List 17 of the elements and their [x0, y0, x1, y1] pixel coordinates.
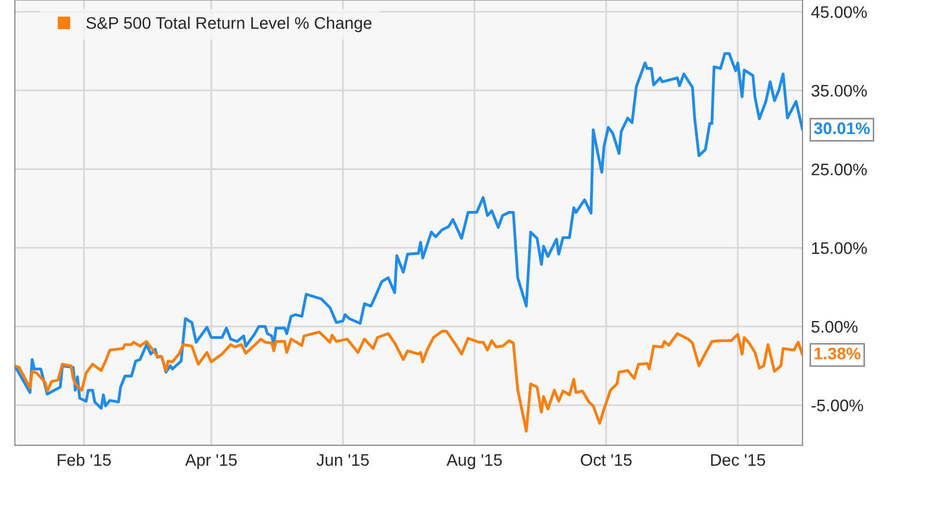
line-series	[14, 52, 803, 410]
x-tick-label: Dec '15	[711, 454, 766, 466]
y-tick-label: 35.00%	[811, 84, 867, 97]
x-tick-label: Aug '15	[446, 454, 502, 470]
x-tick-label: Jun '15	[316, 454, 369, 466]
x-tick-label: Oct '15	[580, 454, 632, 466]
x-tick-label: Apr '15	[185, 454, 237, 470]
legend-label: S&P 500 Total Return Level % Change	[86, 16, 372, 32]
y-tick-label: 45.00%	[811, 6, 867, 18]
line-series	[14, 330, 803, 433]
y-tick-label: 5.00%	[812, 320, 858, 333]
y-tick-label: 15.00%	[812, 242, 867, 254]
annotation: 1.38%	[814, 348, 860, 360]
annotation: 30.01%	[814, 122, 870, 134]
x-tick-label: Feb '15	[58, 454, 111, 466]
y-tick-label: -5.00%	[812, 400, 864, 412]
y-tick-label: 25.00%	[812, 164, 867, 176]
